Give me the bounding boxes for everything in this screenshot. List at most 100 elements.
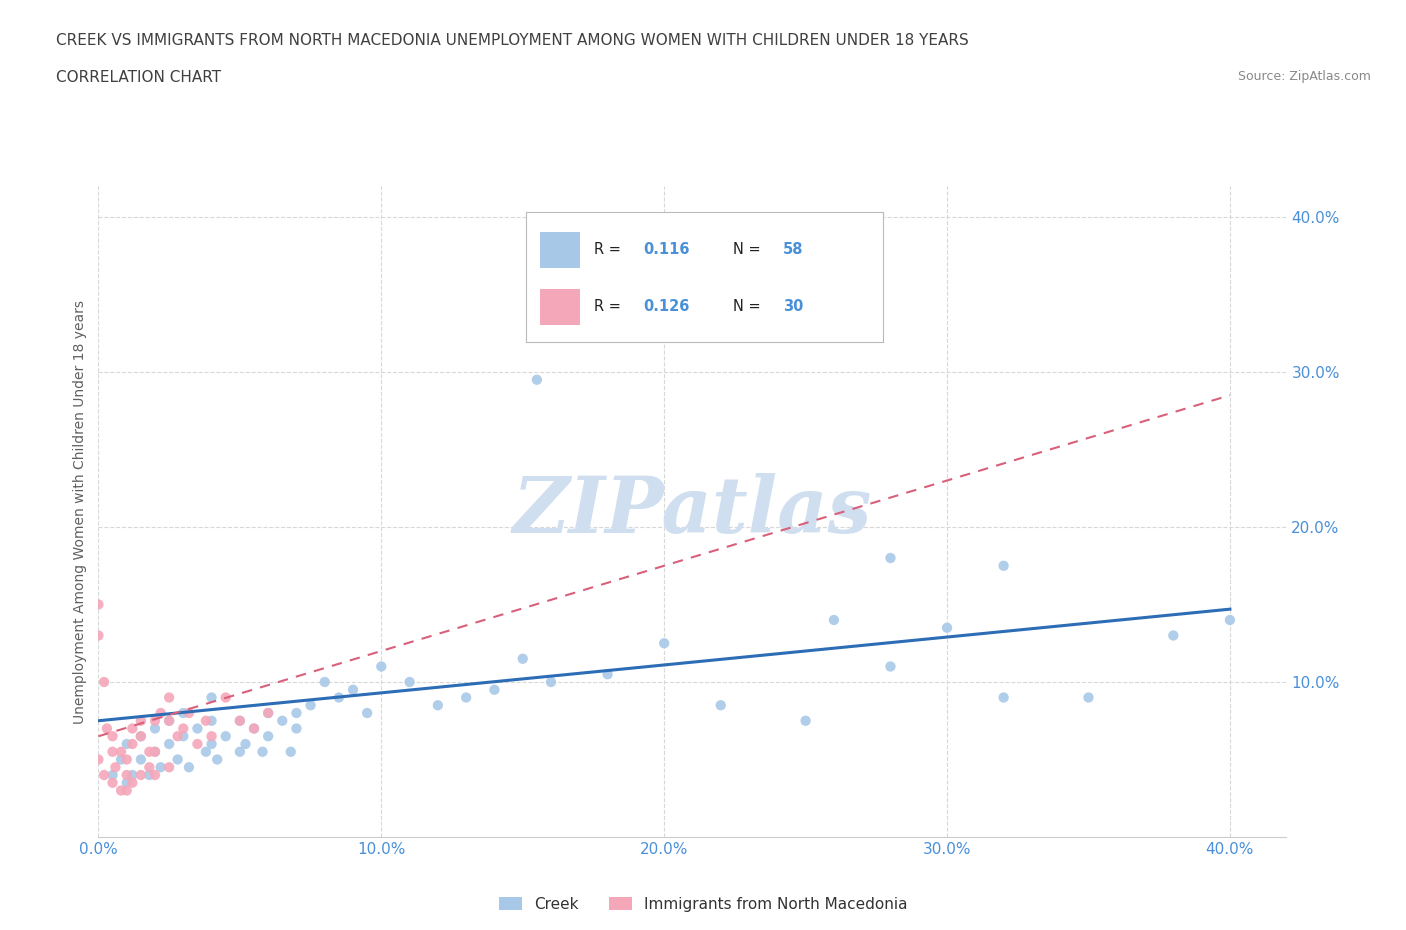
Point [129,729,152,744]
Point [172,706,194,721]
Point [652,636,675,651]
Point [172,721,194,736]
Point [1219,613,1241,628]
Point [235,737,257,751]
Point [129,729,152,744]
Point [936,620,959,635]
Point [271,713,294,728]
Point [115,767,138,782]
Point [993,690,1015,705]
Point [194,744,217,759]
Point [143,744,166,759]
Point [252,744,274,759]
Point [121,737,143,751]
Point [257,729,280,744]
Point [93,767,115,782]
Text: CORRELATION CHART: CORRELATION CHART [56,70,221,85]
Point [166,729,188,744]
Point [143,744,166,759]
Point [200,729,222,744]
Point [129,713,152,728]
Point [157,737,180,751]
Point [710,318,733,333]
Point [484,683,506,698]
Point [356,706,378,721]
Point [149,760,172,775]
Point [104,760,127,775]
Point [101,776,124,790]
Point [157,713,180,728]
Point [285,721,308,736]
Point [710,698,733,712]
Point [200,713,222,728]
Point [1163,628,1185,643]
Text: ZIPatlas: ZIPatlas [513,473,872,550]
Point [257,706,280,721]
Point [823,613,845,628]
Point [200,690,222,705]
Point [101,729,124,744]
Point [87,752,110,767]
Point [87,597,110,612]
Point [110,744,132,759]
Point [526,372,548,387]
Point [456,690,478,705]
Point [540,674,562,689]
Text: CREEK VS IMMIGRANTS FROM NORTH MACEDONIA UNEMPLOYMENT AMONG WOMEN WITH CHILDREN : CREEK VS IMMIGRANTS FROM NORTH MACEDONIA… [56,33,969,47]
Point [314,674,336,689]
Y-axis label: Unemployment Among Women with Children Under 18 years: Unemployment Among Women with Children U… [73,299,87,724]
Point [101,744,124,759]
Point [993,558,1015,573]
Point [194,713,217,728]
Point [157,713,180,728]
Point [87,628,110,643]
Point [157,690,180,705]
Point [398,674,420,689]
Point [285,706,308,721]
Point [243,721,266,736]
Point [207,752,229,767]
Point [129,752,152,767]
Point [115,737,138,751]
Point [794,713,817,728]
Point [215,690,238,705]
Point [121,776,143,790]
Point [879,551,901,565]
Point [121,721,143,736]
Point [215,729,238,744]
Point [96,721,118,736]
Point [229,713,252,728]
Point [1077,690,1099,705]
Point [299,698,322,712]
Point [328,690,350,705]
Point [93,674,115,689]
Point [138,760,160,775]
Point [652,241,675,256]
Point [257,706,280,721]
Point [186,737,208,751]
Point [110,752,132,767]
Point [143,767,166,782]
Point [823,256,845,271]
Point [370,659,392,674]
Point [115,776,138,790]
Point [177,706,200,721]
Point [342,683,364,698]
Point [115,752,138,767]
Point [172,729,194,744]
Point [229,744,252,759]
Point [596,667,619,682]
Point [879,659,901,674]
Point [143,721,166,736]
Point [149,706,172,721]
Point [138,767,160,782]
Point [280,744,302,759]
Point [143,713,166,728]
Point [243,721,266,736]
Point [512,651,534,666]
Point [177,760,200,775]
Point [138,744,160,759]
Point [157,760,180,775]
Point [166,752,188,767]
Text: Source: ZipAtlas.com: Source: ZipAtlas.com [1237,70,1371,83]
